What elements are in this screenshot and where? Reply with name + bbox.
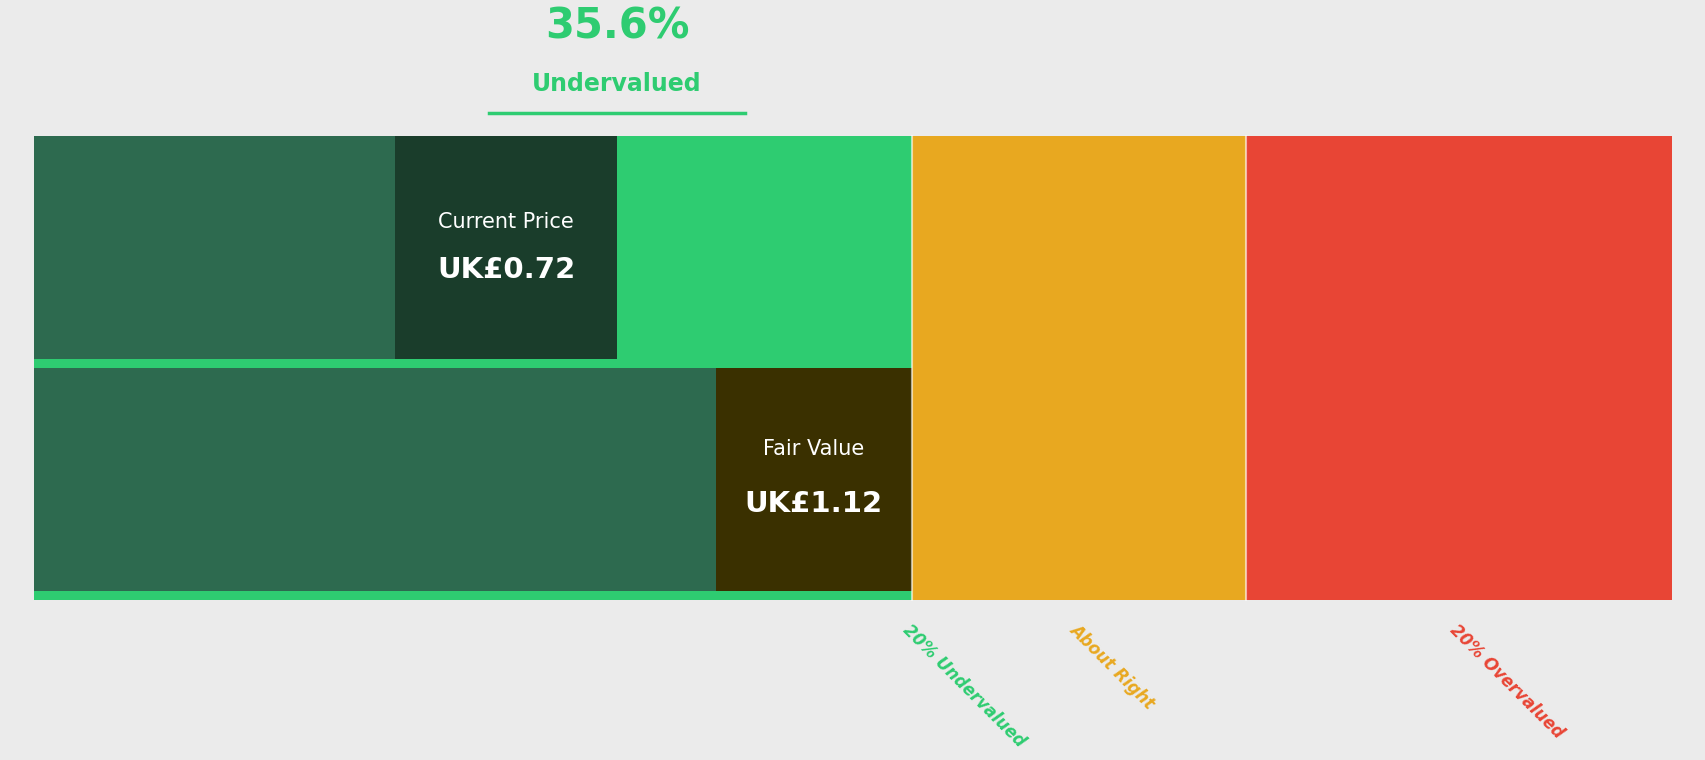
- Text: UK£1.12: UK£1.12: [745, 489, 883, 518]
- Text: 35.6%: 35.6%: [544, 6, 689, 48]
- Text: Current Price: Current Price: [438, 212, 575, 232]
- Bar: [34, 137, 912, 600]
- Bar: [716, 369, 912, 591]
- Text: 20% Overvalued: 20% Overvalued: [1446, 621, 1567, 742]
- Bar: [34, 137, 617, 359]
- Bar: [396, 137, 617, 359]
- Bar: [34, 369, 912, 591]
- Text: UK£0.72: UK£0.72: [436, 256, 575, 284]
- Text: Fair Value: Fair Value: [762, 439, 864, 459]
- Bar: [912, 137, 1245, 600]
- Text: About Right: About Right: [1066, 621, 1158, 713]
- Text: Undervalued: Undervalued: [532, 71, 701, 96]
- Bar: [1245, 137, 1671, 600]
- Text: 20% Undervalued: 20% Undervalued: [899, 621, 1028, 750]
